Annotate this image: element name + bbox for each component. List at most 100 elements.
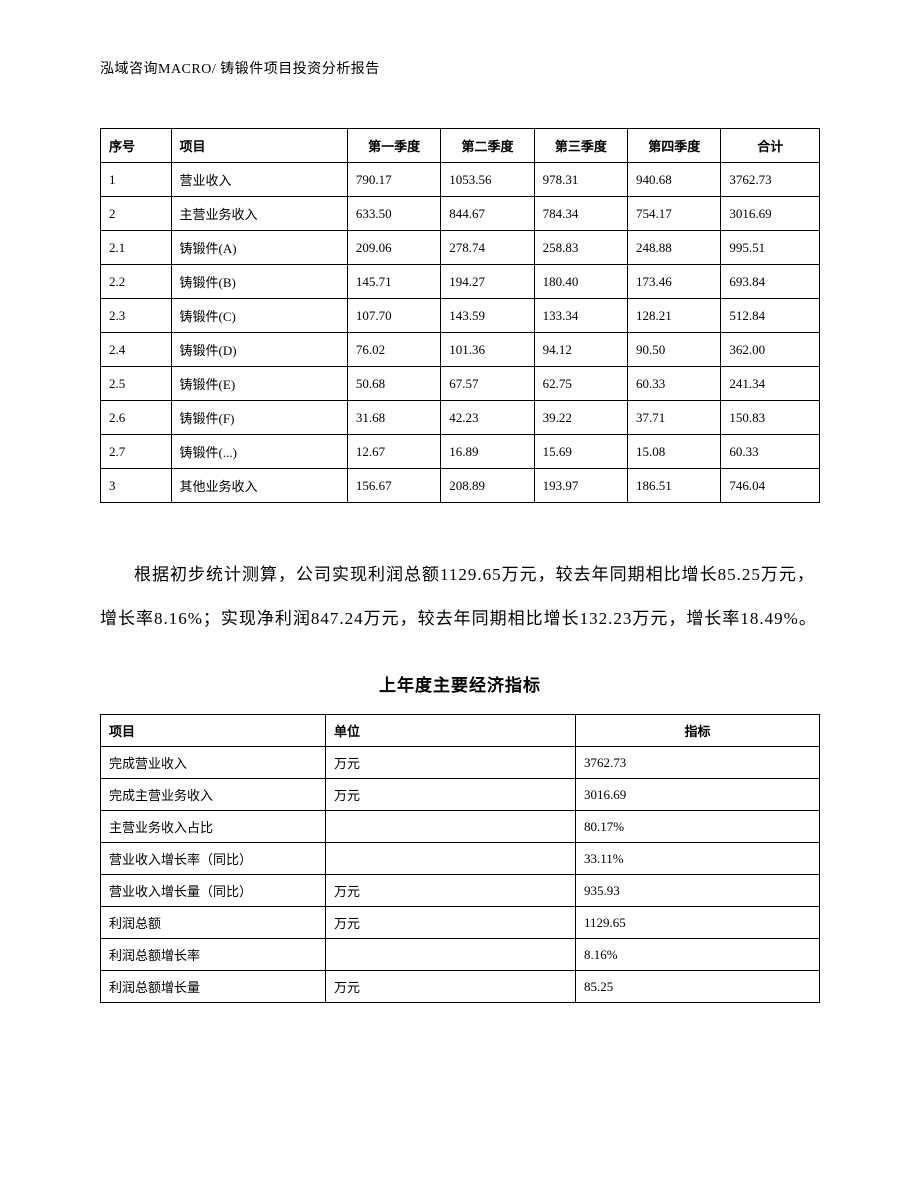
table-row: 主营业务收入占比80.17%: [101, 811, 820, 843]
table-cell: 12.67: [347, 435, 440, 469]
table-cell: 铸锻件(A): [171, 231, 347, 265]
table-cell: 258.83: [534, 231, 627, 265]
table-cell: 16.89: [441, 435, 534, 469]
summary-paragraph: 根据初步统计测算，公司实现利润总额1129.65万元，较去年同期相比增长85.2…: [100, 553, 820, 641]
table-cell: 693.84: [721, 265, 820, 299]
table-cell: 193.97: [534, 469, 627, 503]
table-cell: [326, 811, 576, 843]
table-cell: 1129.65: [576, 907, 820, 939]
table-cell: 156.67: [347, 469, 440, 503]
table-row: 完成营业收入万元3762.73: [101, 747, 820, 779]
table-row: 1营业收入790.171053.56978.31940.683762.73: [101, 163, 820, 197]
table-cell: 利润总额: [101, 907, 326, 939]
table-cell: 1: [101, 163, 172, 197]
table-cell: 营业收入: [171, 163, 347, 197]
table-row: 利润总额万元1129.65: [101, 907, 820, 939]
table-cell: 万元: [326, 971, 576, 1003]
table-cell: 1053.56: [441, 163, 534, 197]
table-cell: 3016.69: [721, 197, 820, 231]
table-cell: 180.40: [534, 265, 627, 299]
col-header-q2: 第二季度: [441, 129, 534, 163]
quarterly-tbody: 1营业收入790.171053.56978.31940.683762.732主营…: [101, 163, 820, 503]
table-row: 2.7铸锻件(...)12.6716.8915.6915.0860.33: [101, 435, 820, 469]
table-cell: 42.23: [441, 401, 534, 435]
table-cell: 60.33: [721, 435, 820, 469]
table-cell: 248.88: [628, 231, 721, 265]
indicator-section-title: 上年度主要经济指标: [100, 671, 820, 696]
table-cell: 67.57: [441, 367, 534, 401]
table-cell: 主营业务收入: [171, 197, 347, 231]
table-cell: 935.93: [576, 875, 820, 907]
table-cell: 128.21: [628, 299, 721, 333]
table-cell: 万元: [326, 875, 576, 907]
table-row: 2.5铸锻件(E)50.6867.5762.7560.33241.34: [101, 367, 820, 401]
table-row: 2主营业务收入633.50844.67784.34754.173016.69: [101, 197, 820, 231]
table-cell: 33.11%: [576, 843, 820, 875]
table-row: 营业收入增长量（同比）万元935.93: [101, 875, 820, 907]
table-row: 利润总额增长量万元85.25: [101, 971, 820, 1003]
table-cell: 铸锻件(C): [171, 299, 347, 333]
table-row: 利润总额增长率 8.16%: [101, 939, 820, 971]
table-cell: 铸锻件(F): [171, 401, 347, 435]
table-cell: 76.02: [347, 333, 440, 367]
page-header: 泓域咨询MACRO/ 铸锻件项目投资分析报告: [100, 58, 820, 78]
table-cell: 万元: [326, 779, 576, 811]
col-header-total: 合计: [721, 129, 820, 163]
table-cell: 995.51: [721, 231, 820, 265]
table-cell: 完成主营业务收入: [101, 779, 326, 811]
indicator-header-row: 项目 单位 指标: [101, 715, 820, 747]
table-cell: [326, 843, 576, 875]
table-row: 2.3铸锻件(C)107.70143.59133.34128.21512.84: [101, 299, 820, 333]
table-cell: 790.17: [347, 163, 440, 197]
table-cell: 209.06: [347, 231, 440, 265]
table-cell: 194.27: [441, 265, 534, 299]
table-row: 营业收入增长率（同比） 33.11%: [101, 843, 820, 875]
table-cell: 60.33: [628, 367, 721, 401]
col-header-q1: 第一季度: [347, 129, 440, 163]
table-cell: 万元: [326, 747, 576, 779]
table-cell: 营业收入增长率（同比）: [101, 843, 326, 875]
table-cell: 2.1: [101, 231, 172, 265]
table-cell: 173.46: [628, 265, 721, 299]
table-cell: 2.5: [101, 367, 172, 401]
table-cell: 241.34: [721, 367, 820, 401]
table-cell: 754.17: [628, 197, 721, 231]
table-cell: 利润总额增长量: [101, 971, 326, 1003]
table-cell: 8.16%: [576, 939, 820, 971]
table-cell: 2.2: [101, 265, 172, 299]
table-cell: 15.69: [534, 435, 627, 469]
table-cell: 844.67: [441, 197, 534, 231]
table-row: 2.1铸锻件(A)209.06278.74258.83248.88995.51: [101, 231, 820, 265]
table-cell: 15.08: [628, 435, 721, 469]
table-cell: 铸锻件(E): [171, 367, 347, 401]
table-cell: 512.84: [721, 299, 820, 333]
col-header-q4: 第四季度: [628, 129, 721, 163]
table-cell: 主营业务收入占比: [101, 811, 326, 843]
table-cell: 978.31: [534, 163, 627, 197]
indicator-tbody: 完成营业收入万元3762.73完成主营业务收入万元3016.69主营业务收入占比…: [101, 747, 820, 1003]
table-cell: 利润总额增长率: [101, 939, 326, 971]
table-cell: 2.6: [101, 401, 172, 435]
table-row: 3其他业务收入156.67208.89193.97186.51746.04: [101, 469, 820, 503]
col-header-indicator: 指标: [576, 715, 820, 747]
table-cell: 2.4: [101, 333, 172, 367]
table-cell: [326, 939, 576, 971]
table-cell: 2: [101, 197, 172, 231]
table-cell: 133.34: [534, 299, 627, 333]
table-cell: 208.89: [441, 469, 534, 503]
table-cell: 其他业务收入: [171, 469, 347, 503]
table-cell: 746.04: [721, 469, 820, 503]
table-cell: 85.25: [576, 971, 820, 1003]
table-cell: 营业收入增长量（同比）: [101, 875, 326, 907]
table-cell: 50.68: [347, 367, 440, 401]
table-cell: 362.00: [721, 333, 820, 367]
col-header-seq: 序号: [101, 129, 172, 163]
table-cell: 3762.73: [721, 163, 820, 197]
table-row: 2.2铸锻件(B)145.71194.27180.40173.46693.84: [101, 265, 820, 299]
table-row: 完成主营业务收入万元3016.69: [101, 779, 820, 811]
table-cell: 101.36: [441, 333, 534, 367]
table-cell: 3016.69: [576, 779, 820, 811]
table-cell: 940.68: [628, 163, 721, 197]
table-cell: 784.34: [534, 197, 627, 231]
col-header-q3: 第三季度: [534, 129, 627, 163]
